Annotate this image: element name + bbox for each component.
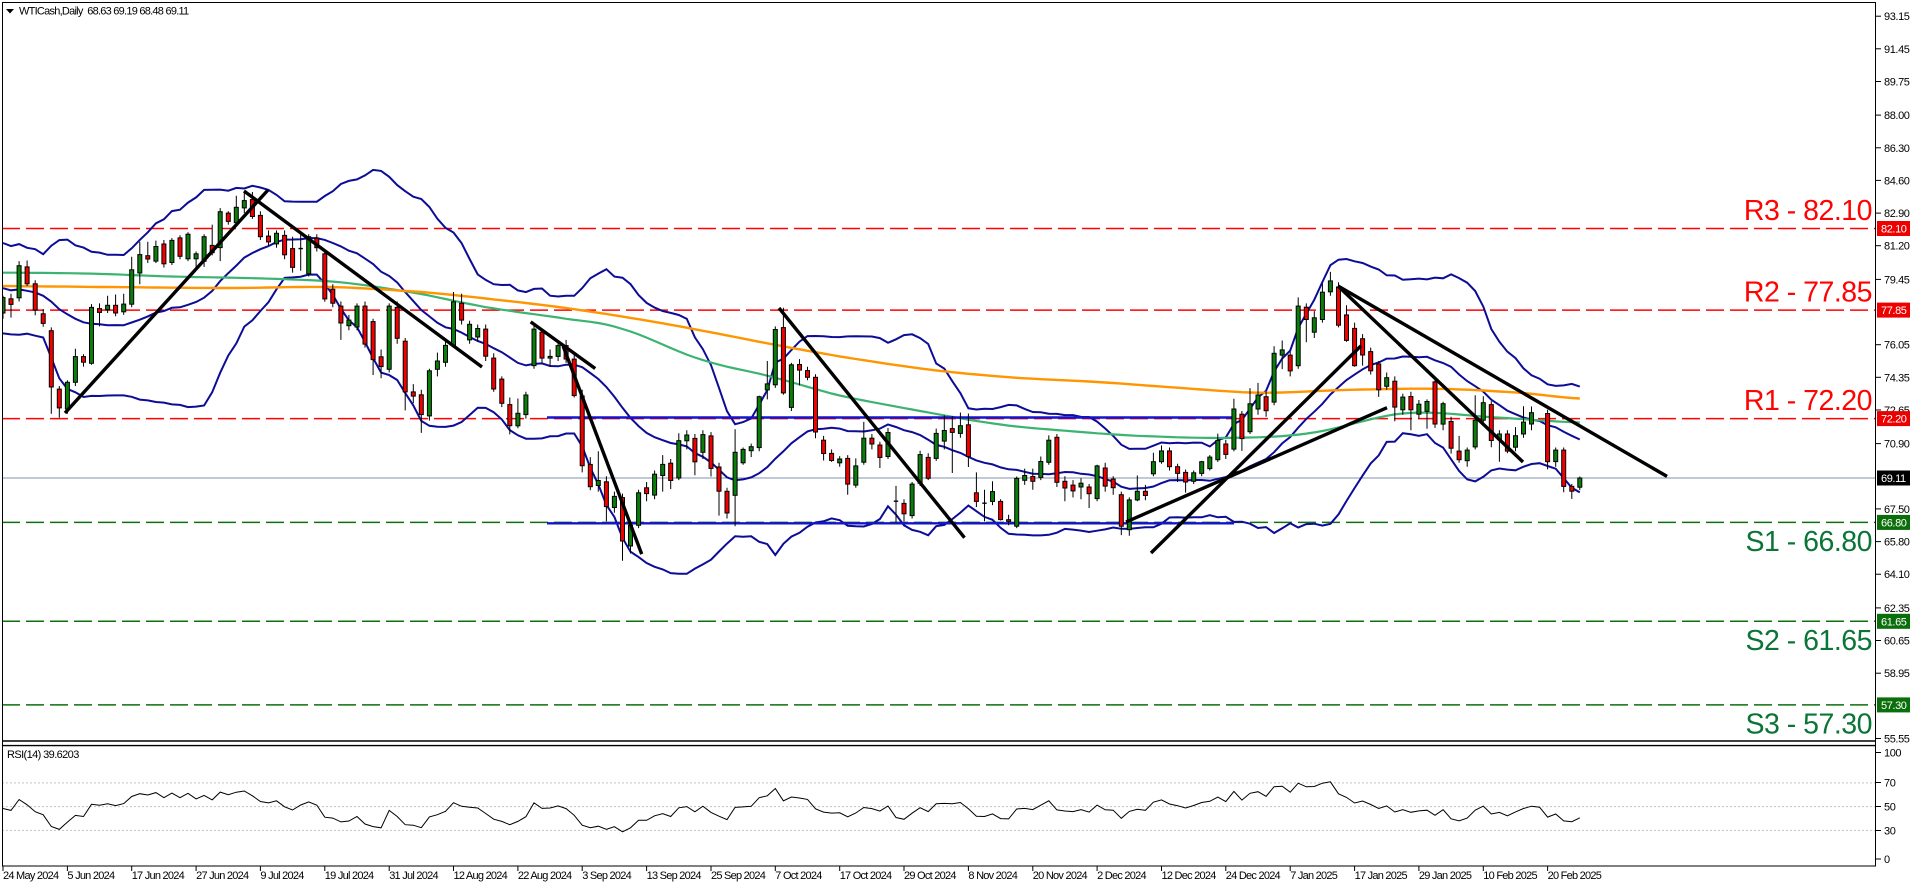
svg-text:19 Jul 2024: 19 Jul 2024 (325, 870, 374, 882)
svg-text:82.10: 82.10 (1881, 224, 1907, 236)
svg-text:25 Sep 2024: 25 Sep 2024 (711, 870, 766, 882)
svg-text:77.85: 77.85 (1881, 305, 1907, 317)
svg-text:9 Jul 2024: 9 Jul 2024 (260, 870, 304, 882)
svg-text:17 Jun 2024: 17 Jun 2024 (132, 870, 185, 882)
svg-text:50: 50 (1884, 802, 1896, 814)
svg-text:64.10: 64.10 (1884, 569, 1910, 581)
svg-text:R1 - 72.20: R1 - 72.20 (1744, 385, 1872, 417)
svg-text:WTICash,Daily 68.63 69.19 68.: WTICash,Daily 68.63 69.19 68.48 69.11 (19, 6, 189, 18)
svg-text:R3 - 82.10: R3 - 82.10 (1744, 195, 1872, 227)
svg-text:29 Oct 2024: 29 Oct 2024 (904, 870, 956, 882)
svg-text:67.50: 67.50 (1884, 504, 1910, 516)
svg-text:3 Sep 2024: 3 Sep 2024 (582, 870, 631, 882)
svg-text:61.65: 61.65 (1881, 616, 1907, 628)
svg-text:20 Feb 2025: 20 Feb 2025 (1548, 870, 1602, 882)
svg-text:24 Dec 2024: 24 Dec 2024 (1226, 870, 1281, 882)
svg-text:30: 30 (1884, 826, 1896, 838)
svg-text:81.20: 81.20 (1884, 241, 1910, 253)
svg-text:13 Sep 2024: 13 Sep 2024 (647, 870, 702, 882)
svg-text:60.65: 60.65 (1884, 636, 1910, 648)
svg-text:7 Oct 2024: 7 Oct 2024 (775, 870, 822, 882)
svg-text:84.60: 84.60 (1884, 175, 1910, 187)
svg-text:91.45: 91.45 (1884, 44, 1910, 56)
svg-text:17 Jan 2025: 17 Jan 2025 (1355, 870, 1408, 882)
svg-text:20 Nov 2024: 20 Nov 2024 (1033, 870, 1088, 882)
svg-text:69.11: 69.11 (1881, 473, 1906, 485)
svg-text:24 May 2024: 24 May 2024 (3, 870, 59, 882)
svg-text:12 Aug 2024: 12 Aug 2024 (454, 870, 508, 882)
svg-text:0: 0 (1884, 854, 1890, 866)
svg-text:10 Feb 2025: 10 Feb 2025 (1483, 870, 1537, 882)
svg-text:58.95: 58.95 (1884, 668, 1910, 680)
svg-text:57.30: 57.30 (1881, 700, 1907, 712)
svg-text:88.00: 88.00 (1884, 110, 1910, 122)
svg-text:5 Jun 2024: 5 Jun 2024 (67, 870, 115, 882)
svg-text:74.35: 74.35 (1884, 372, 1910, 384)
svg-text:2 Dec 2024: 2 Dec 2024 (1097, 870, 1146, 882)
svg-text:100: 100 (1884, 748, 1901, 760)
svg-text:31 Jul 2024: 31 Jul 2024 (389, 870, 438, 882)
svg-text:65.80: 65.80 (1884, 537, 1910, 549)
svg-text:55.55: 55.55 (1884, 734, 1910, 746)
svg-text:70.90: 70.90 (1884, 439, 1910, 451)
svg-text:7 Jan 2025: 7 Jan 2025 (1290, 870, 1338, 882)
svg-text:12 Dec 2024: 12 Dec 2024 (1162, 870, 1217, 882)
svg-text:66.80: 66.80 (1881, 517, 1907, 529)
svg-text:82.90: 82.90 (1884, 208, 1910, 220)
svg-text:76.05: 76.05 (1884, 340, 1910, 352)
svg-text:70: 70 (1884, 778, 1896, 790)
svg-text:RSI(14) 39.6203: RSI(14) 39.6203 (7, 749, 79, 761)
svg-text:27 Jun 2024: 27 Jun 2024 (196, 870, 249, 882)
svg-text:79.45: 79.45 (1884, 274, 1910, 286)
svg-text:S2 - 61.65: S2 - 61.65 (1745, 625, 1872, 657)
svg-text:89.75: 89.75 (1884, 77, 1910, 89)
svg-text:17 Oct 2024: 17 Oct 2024 (840, 870, 892, 882)
svg-text:93.15: 93.15 (1884, 11, 1910, 23)
svg-text:22 Aug 2024: 22 Aug 2024 (518, 870, 572, 882)
svg-text:29 Jan 2025: 29 Jan 2025 (1419, 870, 1472, 882)
svg-text:S1 - 66.80: S1 - 66.80 (1745, 526, 1872, 558)
svg-text:72.20: 72.20 (1881, 414, 1907, 426)
svg-text:R2 - 77.85: R2 - 77.85 (1744, 277, 1872, 309)
svg-text:8 Nov 2024: 8 Nov 2024 (968, 870, 1017, 882)
svg-text:62.35: 62.35 (1884, 603, 1910, 615)
svg-text:86.30: 86.30 (1884, 143, 1910, 155)
svg-text:S3 - 57.30: S3 - 57.30 (1745, 708, 1872, 740)
